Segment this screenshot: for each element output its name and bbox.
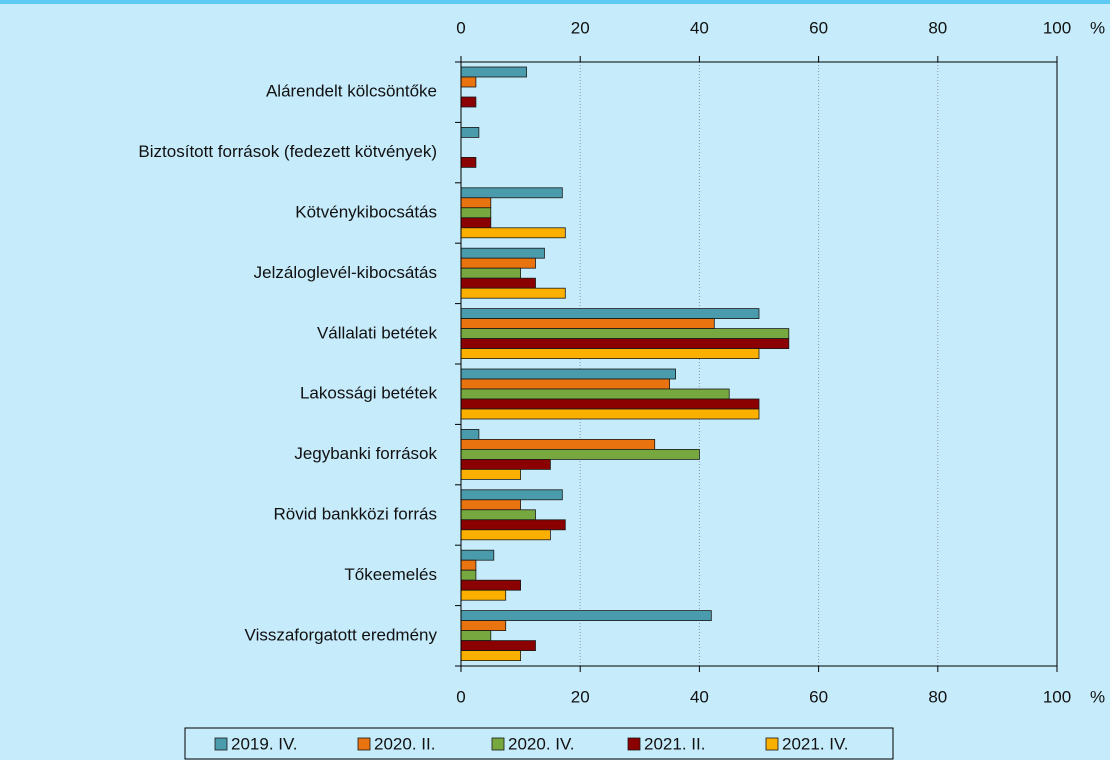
bar: [460, 318, 715, 330]
bar: [460, 650, 521, 661]
legend-label: 2019. IV.: [231, 734, 298, 753]
bar: [460, 549, 495, 561]
y-tick-label: Visszaforgatott eredmény: [245, 625, 438, 644]
bar: [460, 468, 521, 480]
y-tick-label: Kötvénykibocsátás: [295, 202, 437, 221]
bar: [460, 328, 790, 340]
bar: [460, 529, 551, 541]
x-tick-label: 40: [690, 18, 709, 37]
bar: [460, 499, 521, 511]
bar: [460, 257, 536, 269]
bar: [460, 197, 492, 209]
x-tick-label: 100: [1043, 687, 1071, 706]
bar: [460, 428, 480, 440]
y-tick-label: Vállalati betétek: [317, 323, 438, 342]
bar: [460, 187, 563, 199]
x-tick-label: 20: [571, 18, 590, 37]
x-unit-label: %: [1090, 687, 1105, 706]
bar: [460, 630, 492, 641]
legend-swatch: [765, 737, 779, 751]
bar: [460, 620, 507, 631]
bar: [460, 207, 492, 219]
bar: [460, 277, 536, 289]
bar: [460, 448, 700, 460]
legend-label: 2021. II.: [644, 734, 705, 753]
x-tick-label: 60: [809, 18, 828, 37]
x-tick-label: 0: [456, 687, 465, 706]
bar: [460, 308, 760, 320]
bar: [460, 579, 521, 591]
bar: [460, 217, 492, 229]
bar: [460, 227, 566, 239]
bar: [460, 640, 536, 651]
bar: [460, 610, 712, 621]
legend-label: 2020. II.: [374, 734, 435, 753]
y-tick-label: Tőkeemelés: [344, 565, 437, 584]
legend-swatch: [491, 737, 505, 751]
legend-label: 2020. IV.: [508, 734, 575, 753]
bar: [460, 438, 656, 450]
legend-box: [184, 727, 894, 760]
bar: [460, 287, 566, 299]
legend-label: 2021. IV.: [782, 734, 849, 753]
bar: [460, 569, 477, 581]
y-tick-label: Alárendelt kölcsöntőke: [266, 82, 437, 101]
top-stripe: [0, 0, 1110, 4]
y-tick-label: Jegybanki források: [294, 444, 437, 463]
y-tick-label: Jelzáloglevél-kibocsátás: [254, 263, 437, 282]
bar: [460, 559, 477, 571]
bar: [460, 378, 671, 390]
bar: [460, 408, 760, 420]
x-tick-label: 80: [928, 18, 947, 37]
bar: [460, 96, 477, 108]
bar: [460, 458, 551, 470]
x-tick-label: 100: [1043, 18, 1071, 37]
bar: [460, 267, 521, 279]
bar: [460, 338, 790, 350]
bar: [460, 368, 676, 380]
y-tick-label: Rövid bankközi forrás: [274, 504, 437, 523]
bar: [460, 388, 730, 400]
bar: [460, 66, 527, 78]
legend-swatch: [357, 737, 371, 751]
bar: [460, 247, 545, 259]
x-tick-label: 20: [571, 687, 590, 706]
x-unit-label: %: [1090, 18, 1105, 37]
bar: [460, 398, 760, 410]
bar: [460, 509, 536, 521]
y-tick-label: Biztosított források (fedezett kötvények…: [138, 142, 437, 161]
bar: [460, 589, 507, 601]
bar: [460, 519, 566, 531]
x-tick-label: 0: [456, 18, 465, 37]
x-tick-label: 80: [928, 687, 947, 706]
bar: [460, 348, 760, 360]
y-tick-label: Lakossági betétek: [300, 384, 438, 403]
legend-swatch: [627, 737, 641, 751]
x-tick-label: 40: [690, 687, 709, 706]
bar: [460, 76, 477, 88]
bar: [460, 156, 477, 168]
plot-frame: [460, 61, 1058, 667]
x-tick-label: 60: [809, 687, 828, 706]
bar: [460, 489, 563, 501]
bar: [460, 127, 480, 138]
legend-swatch: [214, 737, 228, 751]
